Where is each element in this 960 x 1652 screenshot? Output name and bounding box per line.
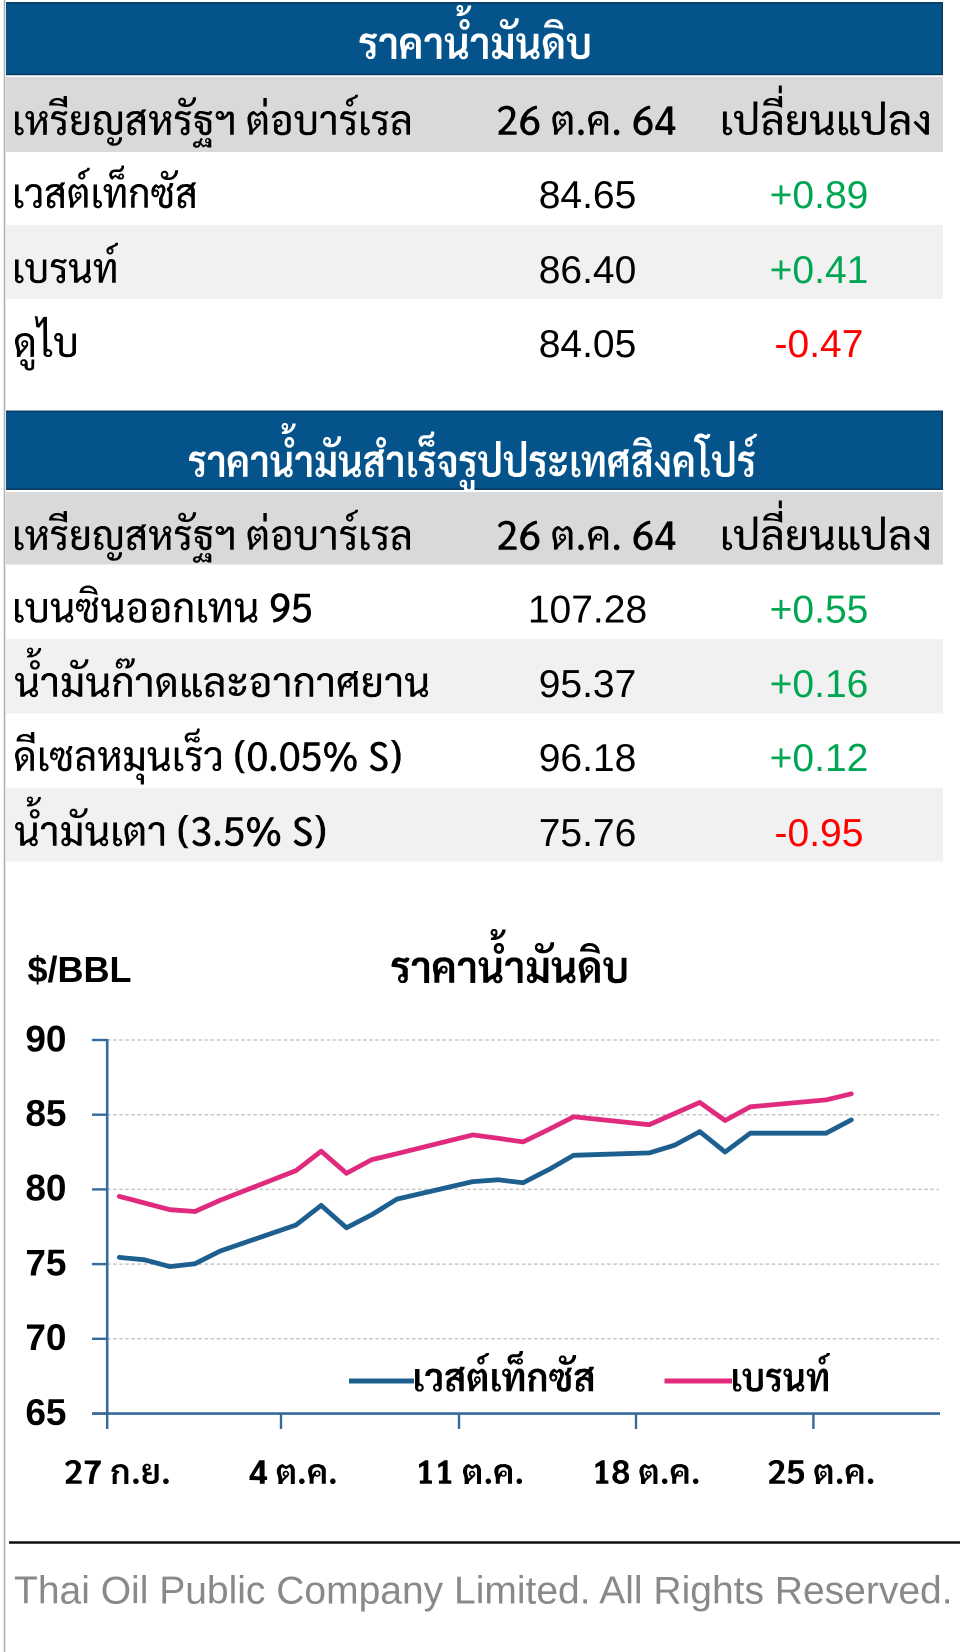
svg-text:$/BBL: $/BBL <box>28 949 132 990</box>
svg-text:75.76: 75.76 <box>539 812 637 855</box>
svg-text:85: 85 <box>25 1093 66 1134</box>
svg-text:+0.55: +0.55 <box>770 589 869 632</box>
svg-text:70: 70 <box>25 1317 66 1358</box>
svg-text:+0.41: +0.41 <box>770 249 869 292</box>
svg-text:-0.95: -0.95 <box>775 812 864 855</box>
svg-text:+0.12: +0.12 <box>770 737 869 780</box>
svg-text:65: 65 <box>25 1392 66 1433</box>
svg-text:90: 90 <box>25 1018 66 1059</box>
svg-text:84.65: 84.65 <box>539 174 637 217</box>
svg-text:+0.89: +0.89 <box>770 174 869 217</box>
svg-text:95.37: 95.37 <box>539 663 637 706</box>
svg-text:86.40: 86.40 <box>539 249 637 292</box>
svg-text:Thai Oil Public Company Limite: Thai Oil Public Company Limited. All Rig… <box>14 1570 953 1613</box>
svg-text:+0.16: +0.16 <box>770 663 869 706</box>
svg-text:80: 80 <box>25 1168 66 1209</box>
svg-text:96.18: 96.18 <box>539 737 637 780</box>
svg-text:-0.47: -0.47 <box>775 323 864 366</box>
svg-text:107.28: 107.28 <box>528 589 647 632</box>
svg-text:75: 75 <box>25 1242 66 1283</box>
svg-text:84.05: 84.05 <box>539 323 637 366</box>
